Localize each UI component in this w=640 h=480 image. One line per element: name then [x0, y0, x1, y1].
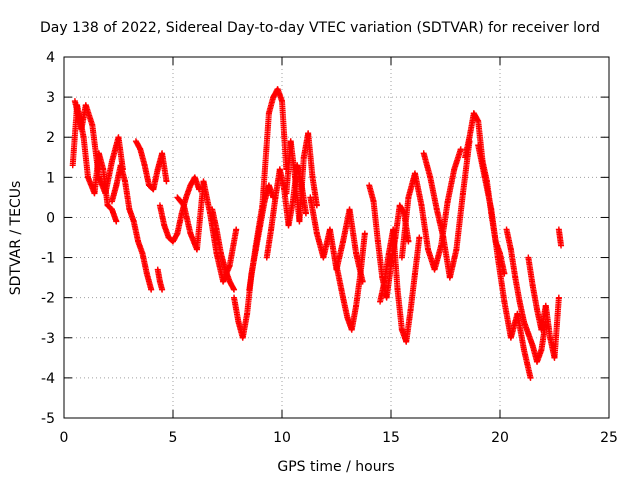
x-tick-label: 5 — [169, 430, 178, 446]
x-tick-label: 25 — [600, 430, 618, 446]
y-tick-label: -5 — [41, 411, 55, 427]
data-point — [558, 242, 565, 249]
data-point — [302, 210, 309, 217]
data-point — [416, 234, 423, 241]
chart-title: Day 138 of 2022, Sidereal Day-to-day VTE… — [40, 20, 600, 36]
y-tick-label: 0 — [46, 210, 55, 226]
data-point — [163, 178, 170, 185]
series-b — [71, 98, 126, 197]
series-l — [283, 130, 320, 225]
data-point — [113, 218, 120, 225]
x-tick-label: 20 — [491, 430, 509, 446]
x-tick-label: 10 — [273, 430, 291, 446]
data-point — [555, 294, 562, 301]
series-h — [209, 206, 238, 293]
series-v — [525, 254, 562, 361]
x-tick-label: 15 — [382, 430, 400, 446]
data-layer — [69, 86, 565, 381]
series-q — [398, 146, 464, 273]
series-f — [156, 174, 203, 245]
data-point — [233, 226, 240, 233]
y-tick-label: 1 — [46, 170, 55, 186]
y-tick-label: -1 — [41, 251, 55, 267]
data-point — [313, 202, 320, 209]
y-tick-label: 4 — [46, 50, 55, 66]
series-d — [132, 138, 170, 193]
data-point — [231, 286, 238, 293]
y-tick-label: -2 — [41, 291, 55, 307]
data-point — [457, 146, 464, 153]
series-s — [462, 110, 508, 277]
series-p — [377, 226, 423, 345]
x-tick-label: 0 — [60, 430, 69, 446]
data-point — [361, 230, 368, 237]
series-e — [154, 266, 166, 293]
series-c — [108, 162, 155, 293]
data-point — [159, 286, 166, 293]
series-g — [174, 178, 240, 285]
y-tick-label: 2 — [46, 130, 55, 146]
series-w — [555, 226, 565, 249]
plot-frame — [63, 56, 610, 419]
tick-layer: -5 -4 -3 -2 -1 0 1 2 3 4 0 5 10 15 20 25 — [41, 50, 618, 446]
data-point — [148, 286, 155, 293]
x-axis-label: GPS time / hours — [277, 459, 394, 475]
y-axis-label: SDTVAR / TECUs — [8, 181, 24, 296]
series-n — [333, 230, 368, 333]
y-tick-label: -4 — [41, 371, 55, 387]
series-u — [503, 226, 549, 365]
series-t — [475, 142, 534, 381]
y-tick-label: -3 — [41, 331, 55, 347]
y-tick-label: 3 — [46, 90, 55, 106]
data-point — [527, 374, 534, 381]
